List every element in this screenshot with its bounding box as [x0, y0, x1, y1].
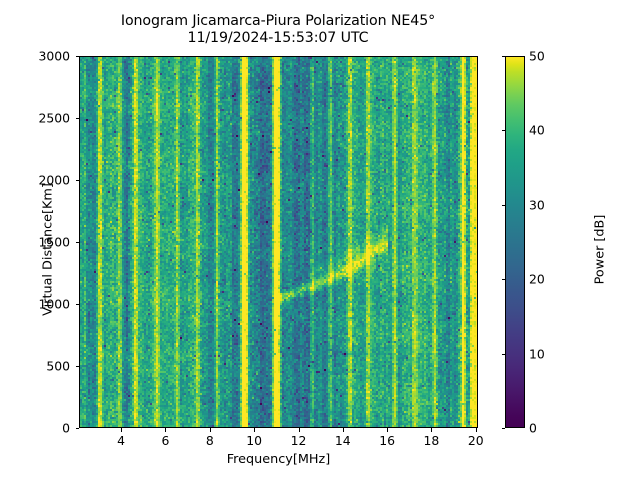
x-tick-label: 14 [334, 433, 351, 448]
colorbar-tick-mark [501, 130, 505, 132]
colorbar-tick-label: 10 [529, 346, 545, 362]
colorbar-tick-mark [501, 204, 505, 206]
y-tick-label: 3000 [38, 48, 70, 64]
x-tick-mark [165, 428, 167, 432]
x-tick-mark [431, 428, 433, 432]
x-tick-label: 10 [246, 433, 262, 448]
colorbar-tick-mark [501, 279, 505, 281]
x-axis-label: Frequency[MHz] [226, 452, 331, 467]
colorbar-tick-mark [501, 428, 505, 429]
y-tick-mark [75, 242, 79, 243]
x-tick-label: 8 [205, 433, 214, 448]
x-tick-mark [298, 428, 300, 432]
x-tick-mark [387, 428, 389, 432]
colorbar [505, 56, 525, 428]
x-tick-label: 12 [290, 433, 307, 448]
colorbar-tick-label: 40 [529, 122, 545, 138]
x-tick-label: 18 [423, 433, 440, 448]
y-tick-mark [75, 366, 79, 367]
y-tick-mark [75, 56, 79, 57]
x-tick-label: 20 [467, 433, 484, 448]
y-tick-label: 1000 [38, 296, 70, 312]
y-tick-mark [75, 118, 79, 119]
x-tick-mark [254, 428, 256, 432]
figure-title: Ionogram Jicamarca-Piura Polarization NE… [0, 13, 556, 47]
colorbar-tick-label: 30 [529, 197, 545, 213]
colorbar-label: Power [dB] [592, 214, 608, 285]
y-axis-label: Virtual Distance[Km] [40, 183, 56, 316]
title-line-1: Ionogram Jicamarca-Piura Polarization NE… [120, 13, 436, 29]
colorbar-tick-label: 0 [529, 420, 537, 436]
y-tick-label: 1500 [38, 234, 70, 250]
x-tick-label: 6 [161, 433, 170, 448]
x-tick-label: 4 [117, 433, 126, 448]
colorbar-tick-mark [501, 353, 505, 355]
y-tick-label: 500 [46, 358, 70, 374]
colorbar-tick-label: 50 [529, 48, 545, 64]
y-tick-label: 2500 [38, 110, 70, 126]
y-tick-mark [75, 304, 79, 305]
x-tick-mark [121, 428, 123, 432]
y-tick-mark [75, 180, 79, 181]
ionogram-plot-area [79, 56, 478, 428]
y-tick-label: 2000 [38, 172, 70, 188]
y-tick-mark [75, 428, 79, 429]
x-tick-mark [475, 428, 477, 432]
x-tick-mark [209, 428, 211, 432]
y-tick-label: 0 [62, 420, 70, 436]
x-tick-label: 16 [379, 433, 395, 448]
x-tick-mark [342, 428, 344, 432]
title-line-2: 11/19/2024-15:53:07 UTC [187, 30, 369, 46]
colorbar-tick-label: 20 [529, 271, 545, 287]
colorbar-tick-mark [501, 56, 505, 57]
ionogram-heatmap-canvas [80, 57, 477, 427]
